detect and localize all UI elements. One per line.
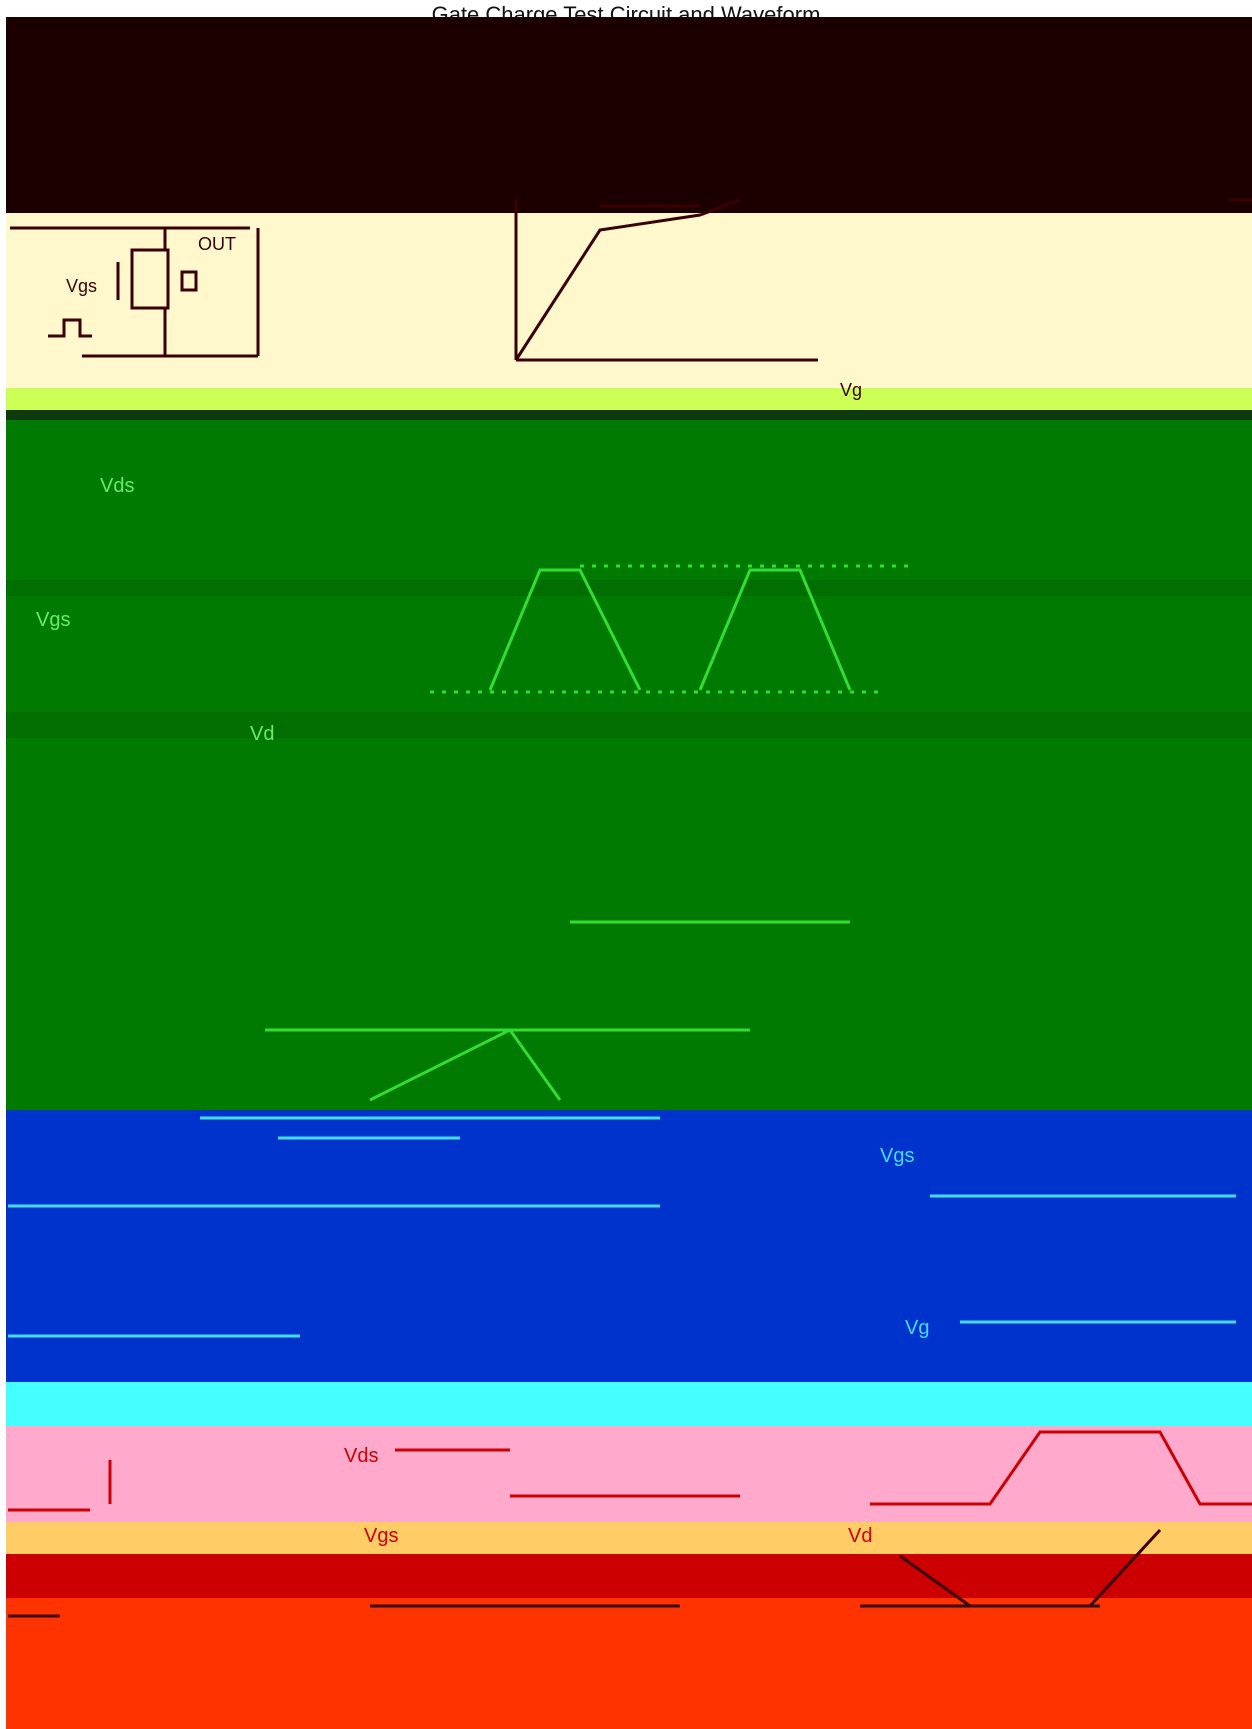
vds-rise-trace (488, 568, 642, 691)
switching-strip-1 (6, 580, 1252, 596)
switching-panel (6, 420, 1252, 1110)
gate-charge-ramp (514, 198, 741, 361)
blue-waveform (8, 1116, 1236, 1338)
mosfet-body (130, 248, 170, 310)
out-label: OUT (198, 234, 236, 254)
red-strip-waveform (8, 1528, 1162, 1618)
blue-panel (6, 1110, 1252, 1382)
orange-red-panel (6, 1598, 1252, 1729)
vds-fall-trace (698, 568, 852, 691)
vgs-label-blue: Vgs (880, 1145, 914, 1167)
vgs-label-circuit: Vgs (66, 276, 97, 296)
gate-charge-waveform (514, 198, 1252, 362)
top-band (6, 17, 1252, 213)
vd-label-pink: Vd (848, 1525, 872, 1547)
vd-label-switching: Vd (250, 723, 274, 745)
capacitor-body (180, 270, 198, 292)
switching-strip-2 (6, 712, 1252, 738)
red-strip (6, 1554, 1252, 1598)
vds-label-pink: Vds (344, 1445, 378, 1467)
vg-label-circuit: Vg (840, 380, 862, 400)
circuit-panel (6, 213, 1252, 388)
red-ramp (899, 1528, 1162, 1608)
orange-strip (6, 1522, 1252, 1554)
pink-waveform (8, 1430, 1252, 1512)
lime-strip (6, 388, 1252, 410)
vds-label-switching: Vds (100, 475, 134, 497)
vgs-label-switching: Vgs (36, 609, 70, 631)
dark-strip (6, 410, 1252, 420)
pink-ramp (870, 1430, 1252, 1506)
lower-trace-ramp (369, 1028, 562, 1102)
vgs-label-pink: Vgs (364, 1525, 398, 1547)
pink-panel (6, 1426, 1252, 1522)
gate-charge-circuit (10, 226, 260, 358)
vg-label-blue: Vg (905, 1317, 929, 1339)
cyan-strip (6, 1382, 1252, 1426)
gate-pulse-symbol (48, 318, 92, 338)
switching-waveform (265, 564, 910, 1102)
